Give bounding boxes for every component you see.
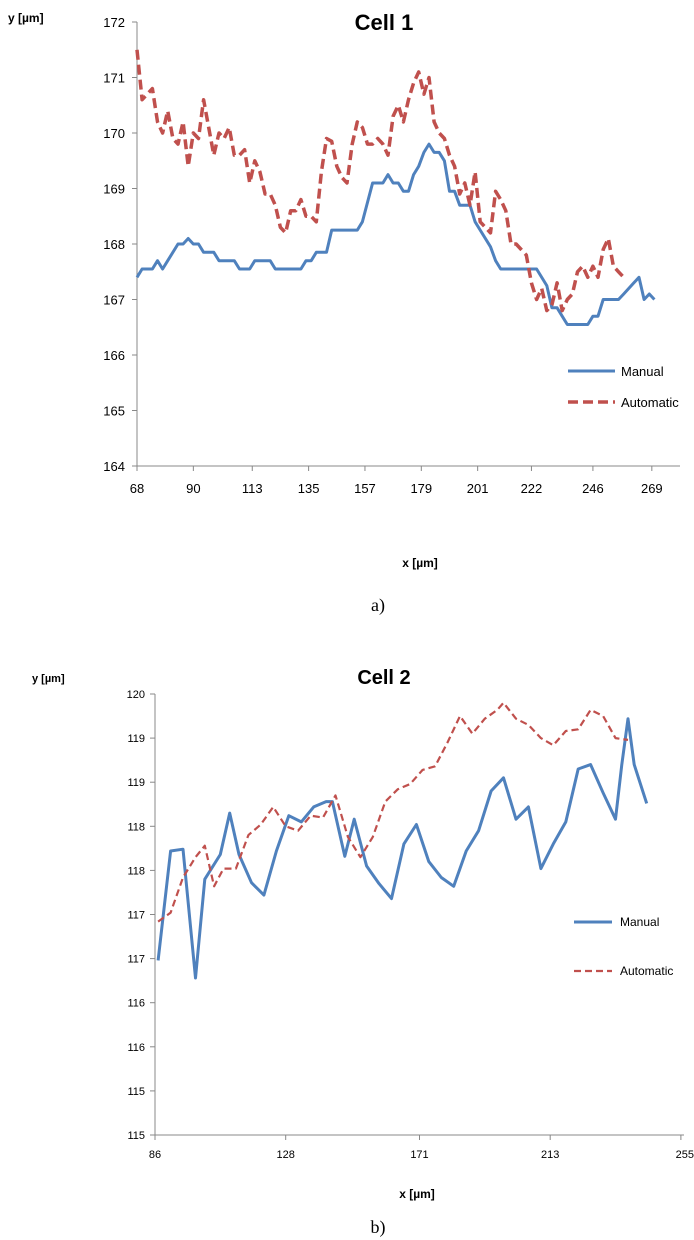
series-line-manual: [156, 717, 649, 980]
y-tick-label: 170: [103, 126, 125, 141]
legend-label-automatic: Automatic: [620, 964, 673, 978]
x-tick-label: 246: [582, 481, 604, 496]
y-axis-label: y [µm]: [32, 673, 65, 685]
y-tick-label: 118: [127, 865, 145, 877]
y-tick-label: 168: [103, 237, 125, 252]
x-axis-label: x [µm]: [399, 1187, 435, 1201]
x-tick-label: 128: [277, 1149, 295, 1161]
x-tick-label: 113: [242, 481, 263, 496]
y-tick-label: 118: [127, 821, 145, 833]
y-tick-label: 115: [127, 1086, 145, 1098]
chart-cell-1: Cell 1 y [µm] 164 165 166 167 168 169 170 171 17…: [8, 10, 680, 616]
y-tick-label: 167: [103, 293, 125, 308]
y-axis-label: y [µm]: [8, 11, 44, 25]
x-tick-label: 255: [676, 1149, 694, 1161]
y-tick-label: 119: [127, 733, 145, 745]
legend: Manual Automatic: [568, 364, 679, 410]
y-tick-label: 116: [127, 1042, 145, 1054]
x-tick-label: 68: [130, 481, 144, 496]
x-tick-label: 179: [410, 481, 432, 496]
chart-title: Cell 2: [357, 667, 410, 689]
y-tick-label: 119: [127, 777, 145, 789]
legend-label-manual: Manual: [621, 364, 664, 379]
x-axis-label: x [µm]: [402, 556, 438, 570]
series-line-automatic: [157, 701, 629, 923]
y-tick-label: 172: [103, 15, 125, 30]
chart-cell-2: Cell 2 y [µm] 115 115 116 116 117 117 118 118 11…: [32, 667, 694, 1238]
figure-caption: a): [371, 595, 385, 616]
y-tick-label: 164: [103, 459, 125, 474]
y-tick-label: 166: [103, 348, 125, 363]
y-tick-label: 115: [127, 1130, 145, 1142]
series-line-manual: [135, 142, 656, 326]
chart-title: Cell 1: [355, 10, 414, 35]
x-tick-label: 86: [149, 1149, 161, 1161]
y-tick-label: 165: [103, 404, 125, 419]
y-tick-label: 116: [127, 998, 145, 1010]
x-tick-label: 157: [354, 481, 376, 496]
y-tick-label: 169: [103, 182, 125, 197]
legend-label-manual: Manual: [620, 915, 659, 929]
x-tick-label: 135: [298, 481, 320, 496]
x-tick-label: 90: [186, 481, 200, 496]
y-tick-label: 171: [103, 71, 125, 86]
y-tick-label: 117: [127, 954, 145, 966]
series-line-automatic: [135, 49, 625, 313]
x-tick-label: 201: [467, 481, 489, 496]
x-tick-label: 171: [410, 1149, 428, 1161]
x-tick-label: 222: [521, 481, 543, 496]
y-tick-label: 117: [127, 910, 145, 922]
legend: Manual Automatic: [574, 915, 673, 978]
figure-caption: b): [371, 1217, 386, 1238]
legend-label-automatic: Automatic: [621, 395, 679, 410]
y-tick-label: 120: [127, 689, 145, 701]
x-tick-label: 269: [641, 481, 663, 496]
x-tick-label: 213: [541, 1149, 559, 1161]
